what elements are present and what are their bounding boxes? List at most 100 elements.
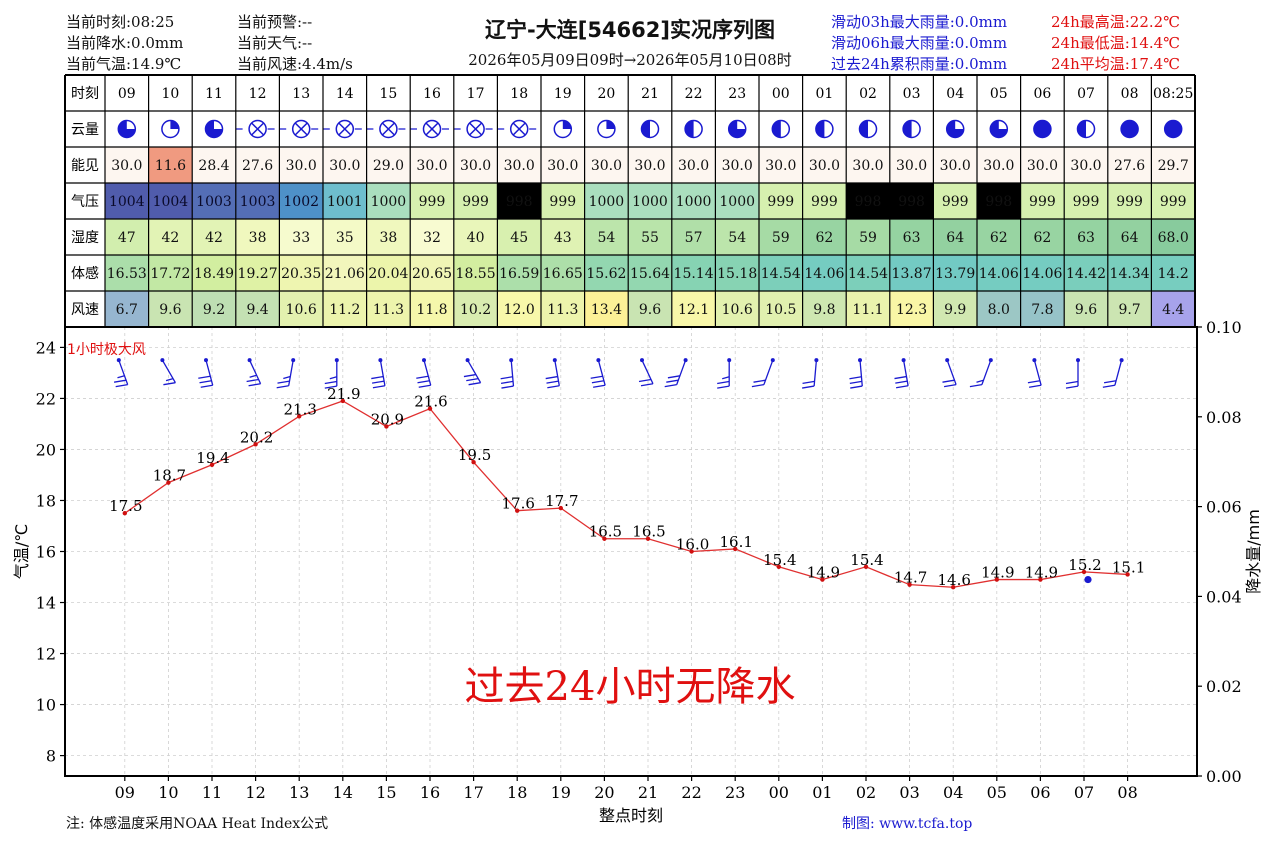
visibility-value: 30.0: [983, 158, 1014, 174]
wind-barb: [802, 358, 819, 389]
visibility-value: 28.4: [198, 158, 229, 174]
cell-bg: [1064, 291, 1108, 327]
x-tick-label: 18: [507, 783, 527, 802]
cell-bg: [497, 291, 541, 327]
feels-like-value: 14.06: [1022, 266, 1062, 282]
hour-header: 02: [859, 86, 877, 102]
wind-speed-value: 9.9: [944, 302, 966, 318]
temperature-data-label: 15.2: [1068, 556, 1101, 574]
temperature-data-label: 17.6: [501, 495, 534, 513]
visibility-value: 27.6: [1114, 158, 1145, 174]
cloud-cover-icon: [945, 119, 965, 139]
feels-like-value: 15.64: [630, 266, 670, 282]
x-tick-label: 05: [987, 783, 1007, 802]
temperature-data-label: 15.1: [1112, 558, 1145, 576]
pressure-value: 998: [898, 194, 925, 210]
humidity-value: 42: [205, 230, 223, 246]
row-label-feels-like: 体感: [71, 265, 99, 282]
y-tick-label: 22: [36, 389, 56, 408]
cell-bg: [802, 183, 847, 219]
credit-link[interactable]: 制图: www.tcfa.top: [842, 816, 973, 832]
temperature-point: [166, 480, 171, 485]
x-tick-label: 13: [289, 783, 309, 802]
pressure-value: 1001: [327, 194, 363, 210]
visibility-value: 30.0: [765, 158, 796, 174]
cell-bg: [977, 291, 1021, 327]
cell-bg: [933, 183, 977, 219]
cell-bg: [1020, 255, 1065, 291]
cell-bg: [235, 147, 280, 183]
feels-like-value: 15.62: [586, 266, 626, 282]
x-tick-label: 20: [594, 783, 614, 802]
humidity-value: 63: [903, 230, 921, 246]
cell-bg: [323, 291, 367, 327]
feels-like-value: 14.06: [979, 266, 1019, 282]
cell-bg: [192, 183, 236, 219]
humidity-value: 42: [161, 230, 179, 246]
feels-like-value: 17.72: [150, 266, 190, 282]
y2-tick-label: 0.00: [1206, 767, 1242, 786]
cell-bg: [323, 147, 367, 183]
pressure-value: 998: [855, 194, 882, 210]
wind-barb: [198, 358, 214, 388]
wind-barb: [500, 358, 515, 389]
cell-bg: [323, 255, 367, 291]
visibility-value: 30.0: [329, 158, 360, 174]
temperature-point: [427, 406, 433, 411]
x-tick-label: 17: [463, 783, 483, 802]
cell-bg: [105, 147, 149, 183]
cloud-cover-icon: [279, 119, 324, 139]
cell-bg: [977, 219, 1021, 255]
temperature-data-label: 16.5: [632, 523, 665, 541]
temperature-data-label: 21.9: [327, 385, 360, 403]
feels-like-value: 20.65: [412, 266, 452, 282]
cell-bg: [235, 255, 280, 291]
feels-like-value: 16.53: [107, 266, 147, 282]
row-label-visibility: 能见: [71, 158, 99, 174]
cell-bg: [759, 219, 803, 255]
wind-speed-value: 9.4: [246, 302, 268, 318]
temperature-point: [1038, 577, 1043, 582]
cell-bg: [323, 183, 367, 219]
cell-bg: [279, 147, 323, 183]
cell-bg: [802, 291, 847, 327]
cell-bg: [1107, 183, 1152, 219]
hour-header: 13: [292, 86, 310, 102]
cell-bg: [628, 183, 672, 219]
x-tick-label: 07: [1074, 783, 1094, 802]
hour-header: 22: [685, 86, 703, 102]
temperature-point: [558, 505, 563, 511]
row-label-cloud: 云量: [71, 122, 99, 138]
cell-bg: [192, 255, 236, 291]
y2-tick-label: 0.10: [1206, 318, 1242, 337]
temperature-data-label: 16.0: [676, 536, 709, 554]
humidity-value: 54: [597, 230, 615, 246]
cell-bg: [1107, 255, 1152, 291]
wind-speed-value: 6.7: [116, 302, 138, 318]
pressure-value: 1002: [283, 194, 319, 210]
cell-bg: [279, 183, 323, 219]
temperature-point: [340, 398, 345, 404]
humidity-value: 47: [118, 230, 136, 246]
cell-bg: [453, 291, 498, 327]
cell-bg: [584, 291, 629, 327]
wind-barb: [717, 358, 732, 389]
cell-bg: [366, 219, 411, 255]
visibility-value: 27.6: [242, 158, 273, 174]
cell-bg: [671, 219, 716, 255]
cloud-cover-icon: [117, 119, 137, 139]
cloud-cover-icon: [727, 119, 747, 139]
y2-tick-label: 0.02: [1206, 677, 1242, 696]
temperature-data-label: 16.5: [589, 523, 622, 541]
hour-header: 06: [1033, 86, 1051, 102]
temperature-point: [602, 536, 607, 541]
x-tick-label: 19: [551, 783, 571, 802]
current-temperature-point: [1084, 575, 1092, 584]
min-temp-24h: 24h最低温:14.4℃: [1051, 34, 1180, 52]
cell-bg: [192, 147, 236, 183]
pressure-value: 1003: [196, 194, 232, 210]
temperature-point: [820, 577, 825, 582]
pressure-value: 998: [506, 194, 533, 210]
cell-bg: [453, 255, 498, 291]
cell-bg: [1064, 219, 1108, 255]
